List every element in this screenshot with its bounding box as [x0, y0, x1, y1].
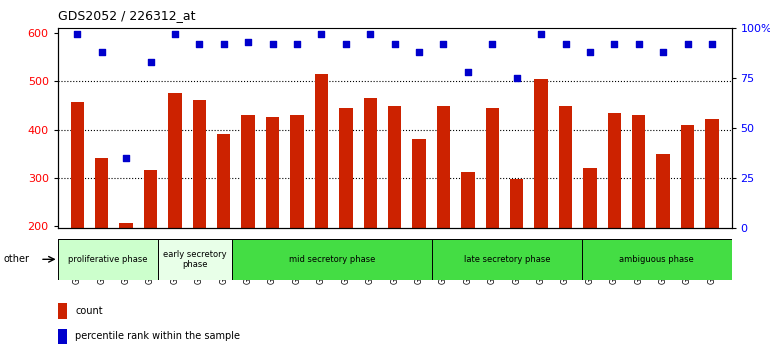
Bar — [657, 154, 670, 322]
Bar — [608, 113, 621, 322]
Point — [291, 41, 303, 47]
Bar — [388, 107, 401, 322]
Text: late secretory phase: late secretory phase — [464, 255, 551, 264]
Text: percentile rank within the sample: percentile rank within the sample — [75, 331, 240, 342]
Point — [535, 32, 547, 37]
Point — [511, 75, 523, 81]
Point — [388, 41, 400, 47]
Bar — [583, 168, 597, 322]
Bar — [582, 239, 732, 280]
Point — [169, 32, 181, 37]
Bar — [412, 139, 426, 322]
Point — [144, 59, 156, 65]
Bar — [158, 239, 233, 280]
Bar — [58, 239, 158, 280]
Bar — [144, 171, 157, 322]
Bar — [119, 223, 132, 322]
Text: mid secretory phase: mid secretory phase — [289, 255, 376, 264]
Bar — [339, 108, 353, 322]
Point — [437, 41, 450, 47]
Bar — [437, 107, 450, 322]
Bar — [217, 135, 230, 322]
Point — [266, 41, 279, 47]
Point — [608, 41, 621, 47]
Bar — [432, 239, 582, 280]
Point — [193, 41, 206, 47]
Point — [559, 41, 571, 47]
Point — [340, 41, 352, 47]
Point — [584, 50, 596, 55]
Bar — [290, 115, 303, 322]
Text: other: other — [4, 254, 30, 264]
Point — [71, 32, 83, 37]
Bar — [58, 303, 68, 319]
Point — [681, 41, 694, 47]
Bar — [192, 99, 206, 322]
Point — [413, 50, 425, 55]
Bar — [233, 239, 432, 280]
Point — [364, 32, 377, 37]
Bar — [705, 119, 718, 322]
Bar — [534, 79, 547, 322]
Bar — [510, 179, 524, 322]
Point — [218, 41, 230, 47]
Bar — [95, 159, 109, 322]
Point — [95, 50, 108, 55]
Point — [486, 41, 498, 47]
Bar — [315, 74, 328, 322]
Bar — [363, 98, 377, 322]
Bar — [71, 102, 84, 322]
Point — [633, 41, 645, 47]
Bar — [58, 329, 68, 344]
Point — [462, 69, 474, 75]
Point — [242, 40, 254, 45]
Point — [315, 32, 327, 37]
Text: count: count — [75, 306, 102, 316]
Text: GDS2052 / 226312_at: GDS2052 / 226312_at — [58, 9, 196, 22]
Text: early secretory
phase: early secretory phase — [163, 250, 227, 269]
Bar — [168, 93, 182, 322]
Bar — [559, 107, 572, 322]
Point — [120, 155, 132, 161]
Bar — [681, 125, 695, 322]
Point — [657, 50, 669, 55]
Bar — [242, 115, 255, 322]
Bar — [266, 118, 280, 322]
Bar — [486, 108, 499, 322]
Text: proliferative phase: proliferative phase — [68, 255, 147, 264]
Text: ambiguous phase: ambiguous phase — [619, 255, 694, 264]
Point — [706, 41, 718, 47]
Bar — [632, 115, 645, 322]
Bar — [461, 172, 474, 322]
